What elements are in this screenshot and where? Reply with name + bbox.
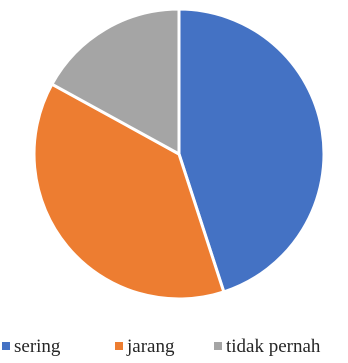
legend-swatch-jarang <box>115 342 123 350</box>
legend-label-sering: sering <box>14 336 61 357</box>
legend-swatch-sering <box>2 342 10 350</box>
pie-slice-jarang <box>32 82 226 301</box>
legend: sering jarang tidak pernah <box>2 336 321 357</box>
legend-label-jarang: jarang <box>126 336 175 357</box>
legend-swatch-tidak-pernah <box>214 342 222 350</box>
legend-label-tidak-pernah: tidak pernah <box>226 336 321 357</box>
pie-slice-sering <box>177 7 326 294</box>
pie-slices <box>32 7 326 301</box>
pie-slice-tidak-pernah <box>50 7 181 156</box>
